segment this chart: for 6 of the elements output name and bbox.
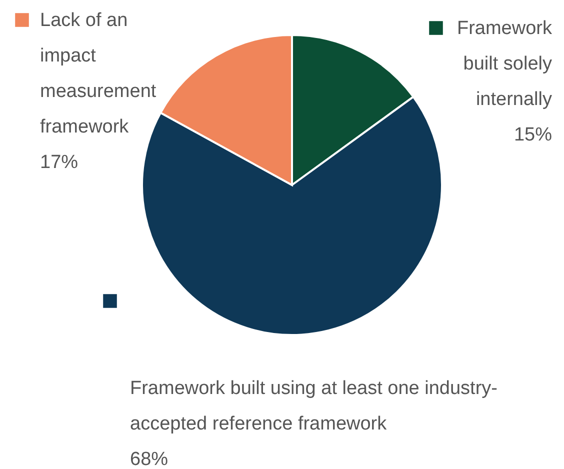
data-label: 17%	[40, 152, 78, 173]
data-label: 15%	[514, 124, 552, 146]
data-label: 68%	[130, 449, 168, 469]
legend-label: Framework built solely internally	[456, 18, 552, 110]
slice-label: Framework built using at least one industry-accepted reference framework	[130, 378, 498, 434]
legend-label: Lack of an impact measurement framework	[40, 10, 157, 138]
